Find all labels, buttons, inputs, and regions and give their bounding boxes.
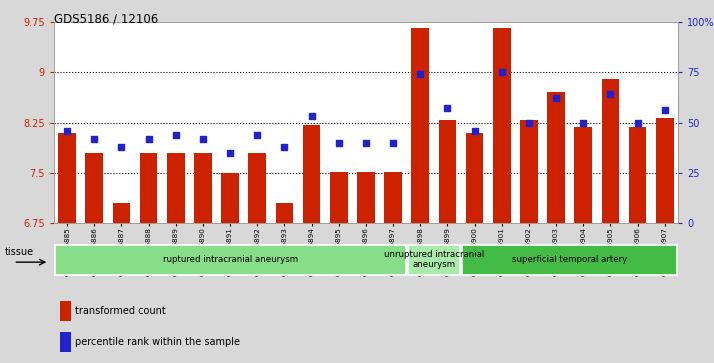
Point	[333, 140, 344, 146]
Bar	[60, 301, 71, 321]
Bar	[59, 132, 76, 223]
Text: GDS5186 / 12106: GDS5186 / 12106	[54, 13, 158, 26]
Point	[278, 144, 290, 150]
Bar	[330, 172, 348, 223]
Point	[89, 136, 100, 142]
Point	[143, 136, 154, 142]
Point	[251, 132, 263, 138]
Point	[496, 69, 508, 75]
Bar	[574, 127, 592, 223]
Bar	[60, 332, 71, 352]
Bar	[520, 121, 538, 223]
Bar	[194, 153, 212, 223]
Point	[442, 106, 453, 111]
Bar	[547, 92, 565, 223]
Bar	[602, 79, 619, 223]
Bar	[462, 245, 677, 274]
Point	[632, 119, 643, 125]
Bar	[466, 132, 483, 223]
Bar	[55, 245, 406, 274]
Bar	[167, 153, 185, 223]
Point	[197, 136, 208, 142]
Text: percentile rank within the sample: percentile rank within the sample	[75, 337, 240, 347]
Point	[61, 128, 73, 134]
Bar	[357, 172, 375, 223]
Bar	[493, 29, 511, 223]
Point	[306, 114, 317, 119]
Point	[388, 140, 399, 146]
Point	[578, 119, 589, 125]
Point	[116, 144, 127, 150]
Bar	[438, 121, 456, 223]
Bar	[408, 245, 460, 274]
Point	[523, 119, 535, 125]
Bar	[276, 203, 293, 223]
Text: superficial temporal artery: superficial temporal artery	[512, 255, 628, 264]
Point	[224, 150, 236, 156]
Point	[605, 91, 616, 97]
Point	[170, 132, 181, 138]
Bar	[303, 125, 321, 223]
Bar	[221, 173, 239, 223]
Point	[415, 71, 426, 77]
Text: tissue: tissue	[4, 247, 34, 257]
Point	[550, 95, 562, 101]
Text: transformed count: transformed count	[75, 306, 166, 316]
Bar	[86, 153, 103, 223]
Text: ruptured intracranial aneurysm: ruptured intracranial aneurysm	[163, 255, 298, 264]
Bar	[248, 153, 266, 223]
Point	[659, 107, 670, 113]
Text: unruptured intracranial
aneurysm: unruptured intracranial aneurysm	[383, 250, 484, 269]
Point	[361, 140, 372, 146]
Bar	[411, 29, 429, 223]
Point	[469, 128, 481, 134]
Bar	[140, 153, 158, 223]
Bar	[656, 118, 673, 223]
Bar	[113, 203, 130, 223]
Bar	[384, 172, 402, 223]
Bar	[629, 127, 646, 223]
